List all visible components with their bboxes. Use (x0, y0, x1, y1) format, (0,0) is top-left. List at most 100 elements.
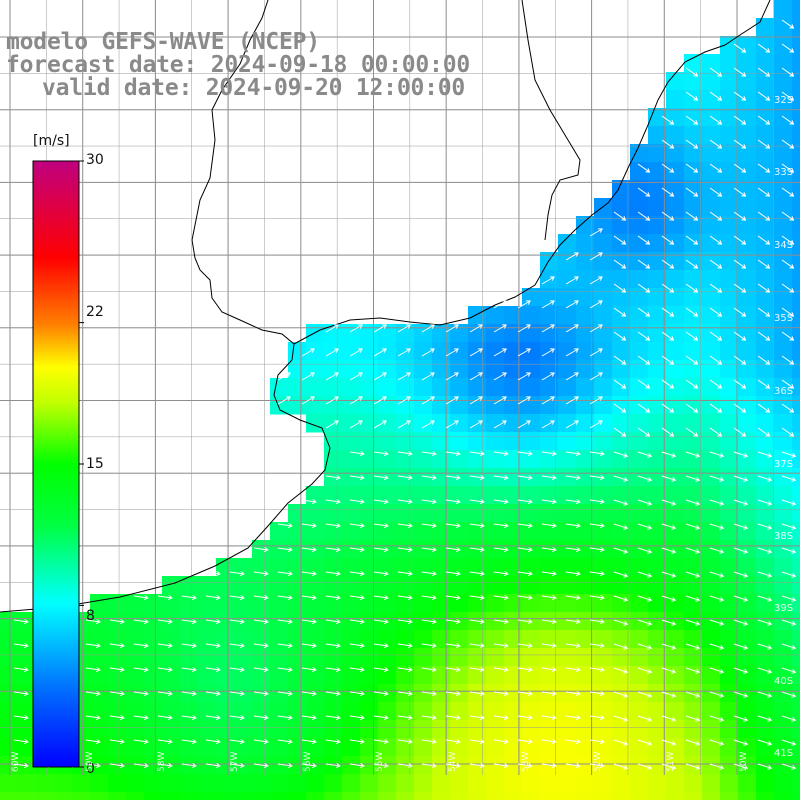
field-cell (126, 720, 145, 739)
field-cell (684, 306, 703, 325)
wind-arrow (781, 715, 796, 721)
wind-arrow (757, 619, 772, 625)
wind-arrow-head (552, 618, 557, 625)
wind-arrow (733, 643, 748, 649)
field-cell (756, 378, 775, 397)
wind-arrow-head (789, 288, 795, 293)
wind-arrow-head (358, 348, 363, 353)
wind-arrow-head (528, 618, 533, 625)
wind-arrow-head (144, 738, 149, 745)
field-cell (576, 774, 595, 793)
field-cell (612, 576, 631, 595)
wind-arrow-head (336, 570, 341, 577)
wind-arrow-head (334, 420, 339, 425)
field-cell (792, 648, 800, 667)
field-cell (324, 450, 343, 469)
field-cell (594, 432, 613, 451)
wind-arrow (133, 619, 148, 623)
field-cell (270, 648, 289, 667)
field-cell (666, 666, 685, 685)
wind-arrow (757, 403, 770, 413)
wind-arrow (613, 451, 628, 457)
field-cell (612, 540, 631, 559)
wind-arrow (781, 283, 794, 293)
field-cell (612, 612, 631, 631)
wind-arrow (229, 691, 244, 695)
wind-arrow-head (574, 300, 579, 305)
field-cell (486, 648, 505, 667)
field-cell (504, 360, 523, 379)
field-cell (0, 612, 19, 631)
wind-arrow (397, 571, 412, 575)
wind-arrow-head (360, 738, 365, 745)
wind-arrow-head (671, 644, 677, 650)
field-cell (558, 594, 577, 613)
field-cell (414, 738, 433, 757)
field-cell (792, 216, 800, 235)
wind-arrow (709, 475, 724, 481)
field-cell (234, 594, 253, 613)
wind-arrow (13, 691, 28, 695)
wind-arrow-head (791, 764, 797, 770)
field-cell (180, 720, 199, 739)
wind-arrow (541, 348, 555, 357)
wind-arrow (181, 763, 196, 767)
wind-arrow (541, 499, 556, 503)
field-cell (684, 144, 703, 163)
wind-arrow (469, 547, 484, 551)
wind-arrow-head (621, 312, 627, 317)
field-cell (360, 324, 379, 343)
field-cell (594, 396, 613, 415)
wind-arrow (325, 475, 340, 479)
field-cell (90, 702, 109, 721)
wind-arrow (781, 475, 796, 481)
wind-arrow (301, 499, 316, 503)
field-cell (450, 450, 469, 469)
wind-arrow (157, 691, 172, 695)
field-cell (648, 648, 667, 667)
field-cell (18, 648, 37, 667)
wind-arrow-head (671, 548, 677, 554)
wind-arrow-head (192, 666, 197, 673)
field-cell (630, 270, 649, 289)
field-cell (666, 432, 685, 451)
wind-arrow-head (743, 692, 749, 698)
field-cell (486, 684, 505, 703)
wind-arrow (733, 499, 748, 505)
field-cell (486, 540, 505, 559)
wind-arrow (373, 763, 388, 767)
wind-arrow (517, 499, 532, 503)
wind-arrow (733, 571, 748, 577)
wind-arrow-head (456, 450, 461, 457)
wind-arrow-head (669, 312, 675, 317)
wind-arrow (565, 595, 580, 599)
wind-arrow-head (693, 432, 699, 437)
field-cell (162, 648, 181, 667)
wind-arrow (733, 331, 746, 341)
field-cell (378, 342, 397, 361)
field-cell (342, 720, 361, 739)
field-cell (576, 702, 595, 721)
wind-arrow (301, 547, 316, 551)
wind-arrow-head (454, 396, 459, 401)
wind-arrow-head (336, 762, 341, 769)
wind-arrow (709, 355, 722, 365)
field-cell (504, 504, 523, 523)
wind-arrow (589, 619, 604, 623)
wind-arrow (613, 283, 626, 293)
field-cell (0, 648, 19, 667)
wind-arrow-head (406, 372, 411, 377)
field-cell (108, 594, 127, 613)
wind-arrow-head (717, 264, 723, 269)
field-cell (360, 360, 379, 379)
wind-arrow-head (576, 690, 581, 697)
wind-arrow-head (598, 324, 603, 329)
wind-arrow (757, 595, 772, 601)
wind-arrow-head (693, 288, 699, 293)
wind-arrow (253, 739, 268, 743)
field-cell (666, 108, 685, 127)
wind-arrow-head (623, 524, 629, 530)
wind-arrow (373, 451, 388, 455)
wind-arrow (157, 667, 172, 671)
wind-arrow-head (717, 312, 723, 317)
